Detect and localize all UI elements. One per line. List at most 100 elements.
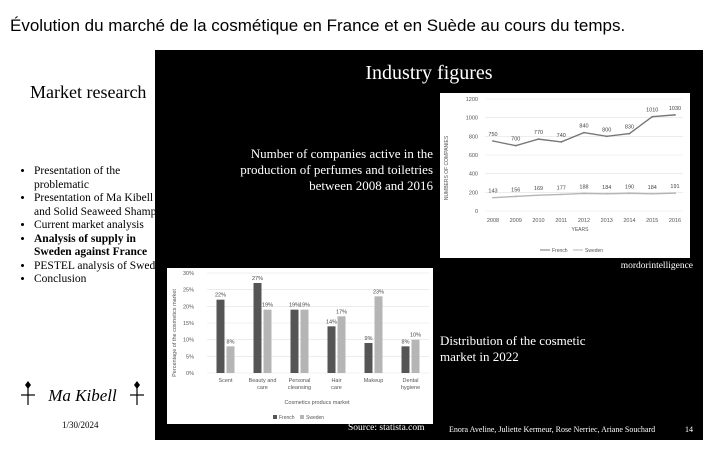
page-number: 14 <box>685 425 693 434</box>
legend-sweden: Sweden <box>306 415 324 421</box>
y-tick-label: 5% <box>186 354 194 360</box>
data-label: 830 <box>625 125 634 131</box>
category-label: Dental hygiene <box>401 378 420 391</box>
x-tick-label: 2010 <box>532 218 544 224</box>
x-tick-label: 2013 <box>601 218 613 224</box>
data-label: 800 <box>602 127 611 133</box>
data-point <box>514 144 517 147</box>
companies-line-chart-svg: 0 200 400 600 800 1000 1200 2008 2009 2010 2011 20… <box>444 97 683 254</box>
bar-sweden <box>411 339 420 373</box>
y-tick-label: 10% <box>183 338 194 344</box>
data-point <box>537 194 540 197</box>
legend-french: French <box>279 415 295 421</box>
y-tick-label: 600 <box>469 153 478 159</box>
bar-sweden <box>374 296 383 373</box>
data-label: 27% <box>252 276 263 282</box>
category-label: Scent <box>218 378 233 384</box>
data-label: 22% <box>215 293 226 299</box>
legend-sweden: Sweden <box>585 248 603 254</box>
source-credit-statista: Source: statista.com <box>348 423 425 433</box>
agenda-item: PESTEL analysis of Sweden <box>34 260 169 274</box>
data-label: 700 <box>511 137 520 143</box>
sidebar-title: Market research <box>30 82 147 102</box>
data-point <box>651 115 654 118</box>
bar-french <box>216 299 225 373</box>
data-label: 8% <box>402 339 410 345</box>
slide-title: Industry figures <box>365 62 493 84</box>
authors-footer: Enora Aveline, Juliette Kermeur, Rose Ne… <box>449 425 656 434</box>
bar-french <box>253 283 262 373</box>
x-tick-label: 2008 <box>487 218 499 224</box>
data-label: 10% <box>410 333 421 339</box>
data-label: 19% <box>299 303 310 309</box>
data-point <box>537 138 540 141</box>
data-label: 190 <box>625 184 634 190</box>
y-tick-label: 1000 <box>466 116 478 122</box>
data-point <box>514 195 517 198</box>
agenda-item: Presentation of the problematic <box>34 165 169 192</box>
data-label: 14% <box>326 319 337 325</box>
sidebar: Market research Presentation of the prob… <box>0 50 168 440</box>
companies-line-chart: 0 200 400 600 800 1000 1200 2008 2009 2010 2011 20… <box>440 93 690 258</box>
market-chart-caption: Distribution of the cosmetic market in 2… <box>440 333 586 364</box>
x-axis-label: YEARS <box>572 227 590 233</box>
data-label: 19% <box>262 303 273 309</box>
bar-sweden <box>337 316 346 373</box>
data-point <box>674 113 676 116</box>
data-point <box>605 192 608 195</box>
data-label: 17% <box>336 309 347 315</box>
x-tick-label: 2012 <box>578 218 590 224</box>
data-label: 1010 <box>646 108 658 114</box>
y-tick-label: 200 <box>469 190 478 196</box>
y-tick-label: 0% <box>186 371 194 377</box>
bar-french <box>364 343 373 373</box>
slide-date: 1/30/2024 <box>62 420 99 430</box>
page-title: Évolution du marché de la cosmétique en … <box>10 16 626 35</box>
y-tick-label: 20% <box>183 304 194 310</box>
source-credit-mordor: mordorintelligence <box>620 261 693 271</box>
data-label: 156 <box>511 187 520 193</box>
data-point <box>492 140 494 142</box>
data-point <box>651 192 654 195</box>
data-label: 840 <box>579 124 588 130</box>
data-label: 8% <box>227 339 235 345</box>
x-tick-label: 2009 <box>510 218 522 224</box>
data-label: 750 <box>488 132 497 138</box>
bar-sweden <box>300 309 309 373</box>
data-label: 188 <box>579 184 588 190</box>
bar-french <box>401 346 410 373</box>
bar-french <box>290 309 299 373</box>
y-tick-label: 15% <box>183 321 194 327</box>
companies-chart-caption: Number of companies active in the produc… <box>240 146 433 193</box>
data-label: 191 <box>670 184 679 190</box>
agenda-item: Presentation of Ma Kibell and Solid Seaw… <box>34 192 169 219</box>
data-point <box>560 141 563 143</box>
category-label: Makeup <box>364 378 384 384</box>
y-tick-label: 30% <box>183 271 194 277</box>
data-label: 740 <box>557 133 566 139</box>
data-label: 169 <box>534 186 543 192</box>
data-label: 1030 <box>669 106 681 112</box>
category-label: Personal cleansing <box>288 378 311 391</box>
agenda-item: Current market analysis <box>34 219 169 233</box>
x-tick-label: 2014 <box>623 218 635 224</box>
bar-sweden <box>263 309 272 373</box>
agenda-list: Presentation of the problematic Presenta… <box>18 165 169 287</box>
y-tick-label: 400 <box>469 172 478 178</box>
data-point <box>560 193 563 196</box>
market-bar-chart: 0% 5% 10% 15% 20% 25% 30% 22% 8% 27% 19% 19% 19% 14%… <box>167 268 433 424</box>
data-point <box>674 192 676 195</box>
category-label: Beauty and care <box>249 378 277 391</box>
data-point <box>583 131 585 134</box>
y-axis-label: Percentage of the cosmetics market <box>172 289 178 377</box>
y-tick-label: 1200 <box>466 97 478 103</box>
data-label: 184 <box>602 185 611 191</box>
data-point <box>628 192 631 195</box>
x-tick-label: 2011 <box>555 218 567 224</box>
data-label: 143 <box>488 189 497 195</box>
legend-french: French <box>552 248 568 254</box>
slide-panel: Industry figures Number of companies act… <box>155 50 703 440</box>
x-tick-label: 2016 <box>669 218 681 224</box>
y-axis-label: NUMBERS OF COMPANIES <box>444 135 450 200</box>
y-tick-label: 800 <box>469 134 478 140</box>
